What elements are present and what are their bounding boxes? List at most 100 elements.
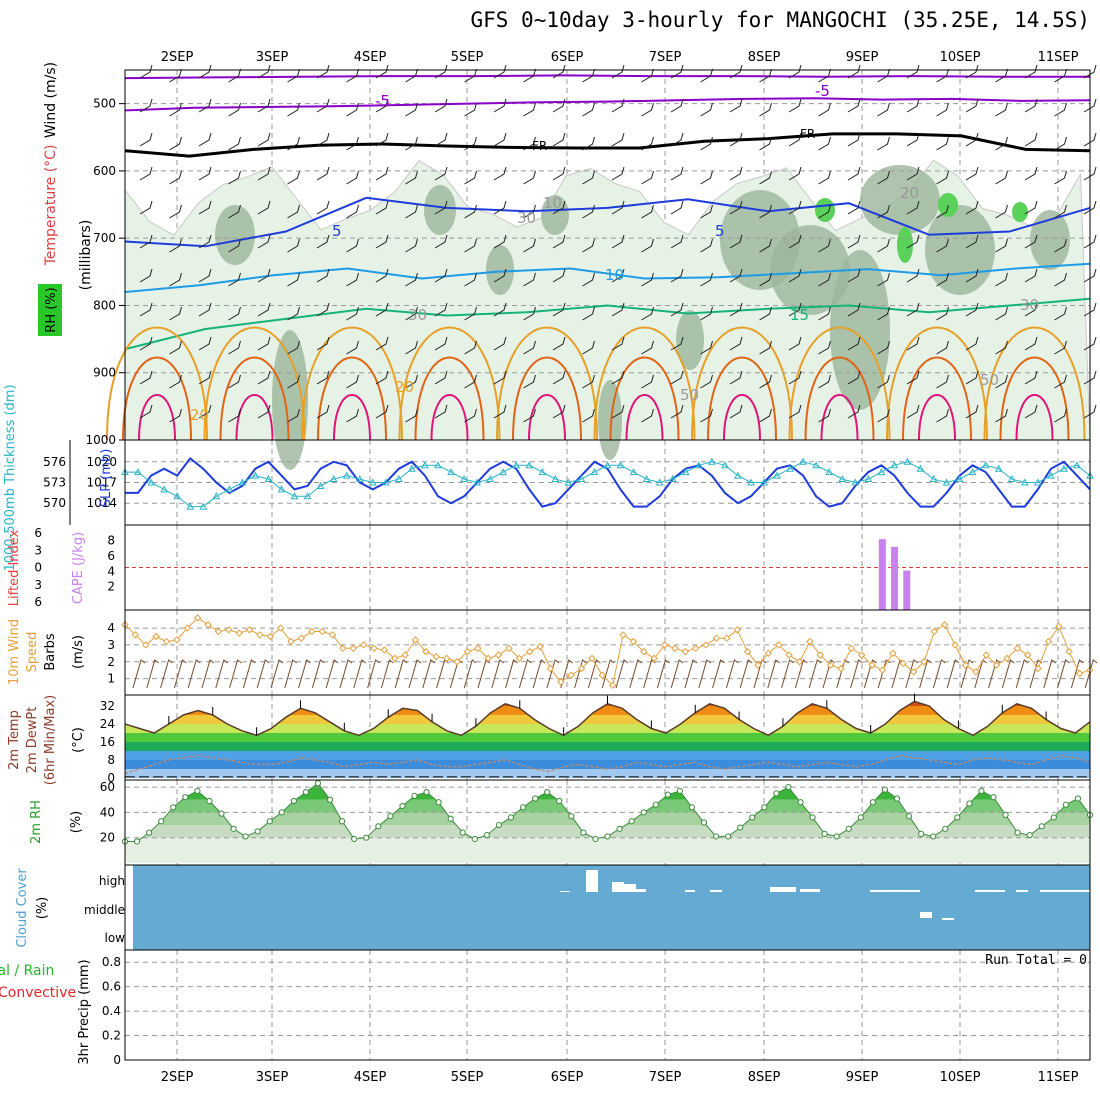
wind-speed-point — [225, 626, 233, 634]
upper-wind-barb — [198, 98, 212, 113]
dewpoint-line — [124, 754, 1091, 775]
upper-wind-barb — [493, 370, 507, 385]
rh-point — [242, 833, 249, 840]
thickness-point — [212, 492, 221, 500]
thickness-point — [368, 478, 377, 486]
temp-band — [125, 760, 1090, 769]
upper-wind-barb — [198, 336, 212, 351]
upper-wind-barb — [464, 408, 477, 423]
rh-point — [857, 814, 864, 821]
upper-wind-barb — [670, 404, 684, 419]
wind-speed-point — [162, 637, 171, 646]
thickness-point — [238, 478, 247, 486]
wind-barb — [919, 659, 932, 689]
wind-speed-point — [754, 661, 762, 669]
rh-point — [990, 794, 997, 801]
thickness-point — [290, 492, 299, 500]
wind-speed-point — [992, 661, 1001, 669]
upper-wind-barb — [523, 408, 536, 423]
temp-contour-25 — [512, 356, 582, 441]
upper-wind-barb — [818, 374, 831, 389]
upper-wind-barb — [346, 374, 359, 389]
upper-wind-barb — [611, 370, 625, 385]
wind-barb — [1057, 659, 1070, 689]
rh-shade-bright — [815, 198, 835, 222]
upper-wind-barb — [346, 238, 359, 253]
upper-wind-barb — [405, 170, 418, 185]
legend-convective: Convective — [0, 985, 76, 1001]
upper-wind-barb — [700, 68, 713, 83]
upper-wind-barb — [1083, 404, 1097, 419]
rh-point — [194, 787, 201, 794]
wind-barb — [808, 659, 822, 689]
wind-barb — [615, 659, 629, 689]
upper-wind-barb — [375, 404, 389, 419]
upper-wind-barb — [346, 204, 359, 219]
upper-wind-barb — [847, 234, 861, 249]
rh-point — [1074, 795, 1082, 802]
upper-wind-barb — [877, 68, 890, 83]
rh-point — [459, 829, 466, 836]
upper-wind-barb — [523, 306, 536, 321]
wind-speed-point — [920, 658, 928, 666]
rh-point — [785, 783, 792, 791]
wind-speed-point — [868, 661, 876, 669]
upper-wind-barb — [818, 136, 831, 151]
rh-shade-mid — [424, 185, 456, 235]
upper-wind-barb — [611, 166, 625, 181]
thickness-point — [395, 475, 403, 483]
wind-barb — [574, 659, 587, 689]
wind-speed-point — [463, 647, 472, 656]
ylabel-cape: CAPE (J/kg) — [71, 532, 86, 604]
wind-tick-label: 3 — [107, 638, 115, 652]
precip-tick-label: 0 — [113, 1053, 121, 1067]
ylabel-wind: Wind (m/s) — [43, 62, 59, 138]
wind-barb — [463, 659, 477, 689]
upper-wind-barb — [228, 238, 241, 253]
wind-speed-point — [515, 654, 524, 663]
wind-speed-point — [370, 644, 378, 653]
wind-barb — [284, 659, 298, 689]
upper-wind-barb — [287, 272, 300, 287]
wind-speed-point — [536, 642, 544, 651]
upper-wind-barb — [228, 102, 241, 117]
cape-tick-label: 6 — [107, 549, 115, 563]
wind-speed-point — [733, 626, 741, 634]
contour-label: 15 — [790, 306, 809, 324]
rh-point — [905, 813, 913, 820]
upper-wind-barb — [169, 136, 182, 151]
upper-wind-barb — [729, 132, 743, 147]
temp-contour-20 — [788, 326, 891, 441]
slp-tick-label: 1020 — [86, 455, 117, 469]
temp-tick-label: 8 — [107, 753, 115, 767]
upper-wind-barb — [287, 340, 300, 355]
wind-speed-point — [546, 664, 555, 673]
rh-tick-label: 60 — [100, 780, 115, 794]
cloud-bar — [942, 918, 954, 920]
wind-barb — [201, 659, 215, 689]
upper-wind-barb — [346, 306, 359, 321]
upper-wind-barb — [936, 408, 949, 423]
temp-contour-25 — [902, 356, 972, 441]
contour-label: 10 — [605, 266, 624, 284]
upper-wind-barb — [523, 374, 536, 389]
wind-speed-point — [806, 637, 814, 646]
wind-speed-point — [276, 624, 285, 632]
temp-band — [125, 769, 1090, 778]
upper-wind-barb — [1054, 408, 1067, 423]
wind-speed-point — [256, 631, 264, 639]
wind-barb — [242, 659, 256, 689]
wind-barb — [477, 659, 491, 689]
wind-barb — [422, 659, 436, 689]
ylabel-rh: RH (%) — [44, 287, 59, 332]
wind-speed-point — [619, 631, 627, 639]
upper-wind-barb — [1054, 68, 1067, 83]
wind-speed-point — [982, 651, 990, 659]
upper-wind-barb — [995, 238, 1008, 253]
thickness-point — [655, 478, 664, 486]
upper-wind-barb — [523, 204, 536, 219]
contour-label: 20 — [190, 406, 209, 424]
rh-point — [423, 789, 430, 796]
rh-point — [411, 792, 418, 800]
wind-speed-point — [640, 647, 648, 656]
